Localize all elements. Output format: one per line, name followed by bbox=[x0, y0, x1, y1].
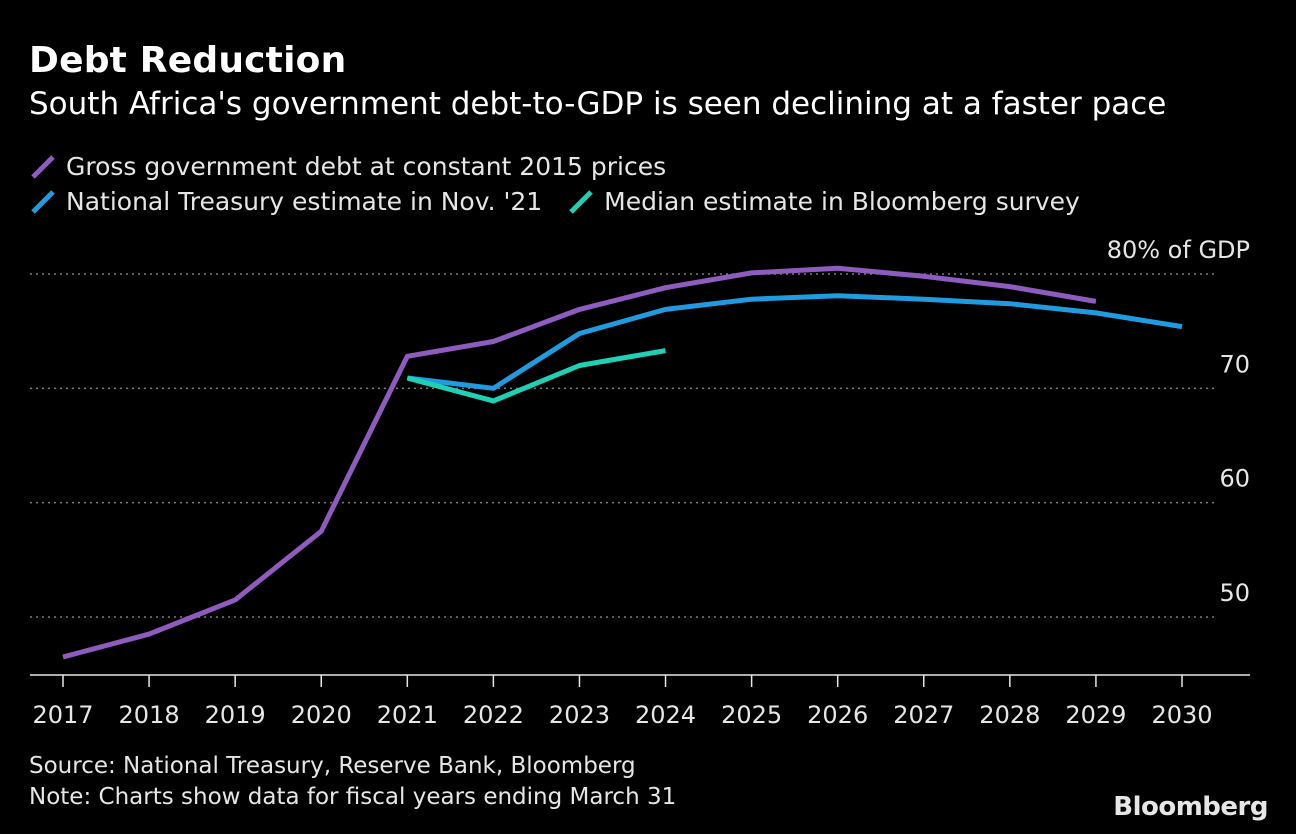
legend-row-1: Gross government debt at constant 2015 p… bbox=[30, 152, 692, 181]
legend-swatch-treasury-line bbox=[31, 189, 55, 214]
legend-swatch-bloomberg-survey bbox=[569, 189, 593, 214]
x-tick-label-2023: 2023 bbox=[549, 701, 610, 729]
x-tick-label-2021: 2021 bbox=[377, 701, 438, 729]
legend-label-bloomberg-survey: Median estimate in Bloomberg survey bbox=[604, 187, 1080, 216]
legend-row-2: National Treasury estimate in Nov. '21 M… bbox=[30, 187, 1106, 216]
legend-label-treasury: National Treasury estimate in Nov. '21 bbox=[66, 187, 543, 216]
x-tick-label-2025: 2025 bbox=[721, 701, 782, 729]
legend-item-gross-debt: Gross government debt at constant 2015 p… bbox=[30, 152, 666, 181]
chart-subtitle: South Africa's government debt-to-GDP is… bbox=[29, 86, 1167, 122]
y-tick-label-50: 50 bbox=[1219, 579, 1250, 607]
y-tick-label-80: 80% of GDP bbox=[1107, 236, 1250, 264]
footnote: Note: Charts show data for fiscal years … bbox=[29, 784, 677, 810]
x-tick-label-2029: 2029 bbox=[1065, 701, 1126, 729]
x-tick-label-2017: 2017 bbox=[32, 701, 93, 729]
legend-swatch-treasury bbox=[31, 189, 55, 214]
x-tick-label-2022: 2022 bbox=[463, 701, 524, 729]
legend-swatch-bloomberg-survey-line bbox=[569, 189, 593, 214]
x-tick-label-2020: 2020 bbox=[291, 701, 352, 729]
treasury-estimate-line bbox=[407, 293, 1183, 391]
x-tick-label-2027: 2027 bbox=[893, 701, 954, 729]
legend-swatch-gross-debt-line bbox=[31, 154, 55, 179]
legend-item-treasury: National Treasury estimate in Nov. '21 bbox=[30, 187, 542, 216]
x-tick-label-2028: 2028 bbox=[979, 701, 1040, 729]
chart-title: Debt Reduction bbox=[29, 40, 347, 81]
bloomberg-logo: Bloomberg bbox=[1113, 792, 1268, 822]
y-tick-label-60: 60 bbox=[1219, 465, 1250, 493]
x-tick-label-2024: 2024 bbox=[635, 701, 696, 729]
legend-swatch-gross-debt bbox=[31, 154, 55, 179]
gross-debt-line bbox=[62, 265, 1097, 660]
source-note: Source: National Treasury, Reserve Bank,… bbox=[29, 753, 636, 779]
legend-label-gross-debt: Gross government debt at constant 2015 p… bbox=[66, 152, 667, 181]
legend-item-bloomberg-survey: Median estimate in Bloomberg survey bbox=[568, 187, 1080, 216]
x-tick-label-2019: 2019 bbox=[205, 701, 266, 729]
x-tick-label-2030: 2030 bbox=[1151, 701, 1212, 729]
x-tick-label-2018: 2018 bbox=[119, 701, 180, 729]
x-tick-label-2026: 2026 bbox=[807, 701, 868, 729]
y-tick-label-70: 70 bbox=[1219, 350, 1250, 378]
bloomberg-survey-line bbox=[406, 348, 666, 404]
